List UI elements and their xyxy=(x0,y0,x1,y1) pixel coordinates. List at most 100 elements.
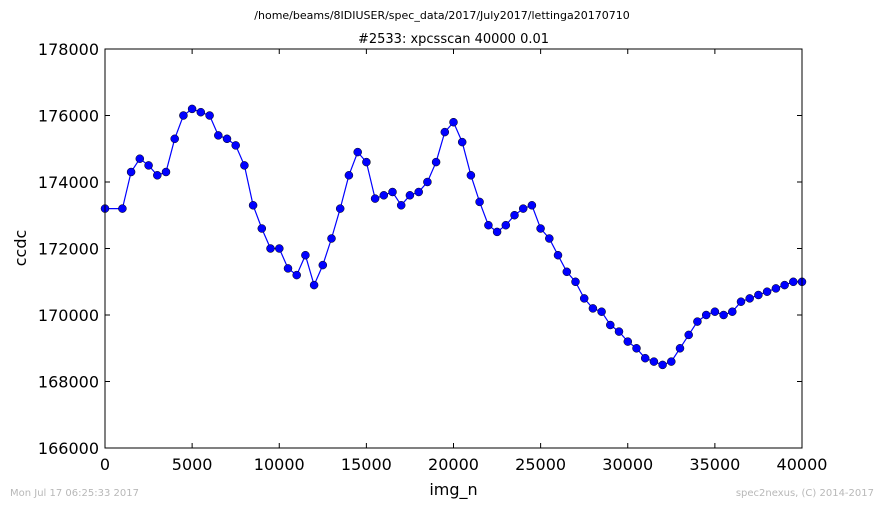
data-point xyxy=(606,320,615,330)
data-point xyxy=(118,204,127,213)
data-point xyxy=(457,137,467,147)
data-point xyxy=(693,317,702,326)
data-point xyxy=(475,197,484,207)
data-point xyxy=(571,277,580,287)
plot-frame xyxy=(104,48,803,449)
x-tick-label: 30000 xyxy=(602,455,653,474)
y-axis-label: ccdc xyxy=(11,230,30,267)
data-point xyxy=(266,244,275,253)
x-axis-label: img_n xyxy=(429,480,477,500)
data-point xyxy=(414,187,423,197)
data-point xyxy=(396,201,406,210)
data-point xyxy=(762,287,772,296)
data-point xyxy=(754,290,763,300)
data-point xyxy=(623,337,633,346)
data-point xyxy=(736,297,746,306)
data-point xyxy=(335,204,345,213)
data-point xyxy=(344,171,354,180)
data-point xyxy=(492,227,502,237)
data-point xyxy=(405,191,415,200)
data-point xyxy=(318,260,328,270)
x-tick-label: 40000 xyxy=(777,455,828,474)
data-point xyxy=(126,167,136,177)
x-tick-label: 15000 xyxy=(341,455,392,474)
figure-suptitle: /home/beams/8IDIUSER/spec_data/2017/July… xyxy=(254,9,630,22)
data-point xyxy=(501,220,511,230)
chart-title: #2533: xpcsscan 40000 0.01 xyxy=(358,32,549,47)
data-point xyxy=(327,234,336,243)
x-tick-label: 10000 xyxy=(254,455,305,474)
data-point xyxy=(257,224,267,233)
data-point xyxy=(545,234,554,243)
data-point xyxy=(579,294,589,303)
data-point xyxy=(423,177,432,187)
y-tick-label: 176000 xyxy=(38,107,99,126)
footer-timestamp: Mon Jul 17 06:25:33 2017 xyxy=(10,488,139,499)
data-point xyxy=(379,191,389,200)
data-point xyxy=(440,127,450,137)
data-point xyxy=(153,171,162,180)
data-point xyxy=(135,154,145,163)
series-line xyxy=(105,108,802,366)
y-tick-label: 172000 xyxy=(38,240,99,259)
data-point xyxy=(719,310,728,320)
data-point xyxy=(222,134,232,144)
data-point xyxy=(370,194,380,203)
y-tick-label: 168000 xyxy=(38,373,99,392)
data-point xyxy=(658,360,667,370)
x-tick-label: 20000 xyxy=(428,455,479,474)
data-point xyxy=(527,201,537,210)
data-point xyxy=(728,307,737,316)
data-point xyxy=(675,344,685,353)
data-point xyxy=(667,357,676,366)
data-point xyxy=(701,310,711,320)
x-tick-label: 25000 xyxy=(515,455,566,474)
y-tick-label: 166000 xyxy=(38,439,99,458)
data-point xyxy=(771,284,781,293)
data-point xyxy=(466,171,476,180)
data-point xyxy=(187,104,197,114)
data-point xyxy=(632,344,641,353)
data-point xyxy=(309,280,319,290)
x-tick-label: 35000 xyxy=(689,455,740,474)
data-point xyxy=(649,357,659,366)
y-tick-label: 178000 xyxy=(38,40,99,59)
data-point xyxy=(283,264,293,273)
data-point xyxy=(240,161,249,170)
data-point xyxy=(144,161,153,170)
data-point xyxy=(388,187,397,197)
data-point xyxy=(640,353,650,363)
data-point xyxy=(275,244,284,253)
data-point xyxy=(510,210,519,220)
data-point xyxy=(789,277,798,287)
data-point xyxy=(196,107,206,117)
data-point xyxy=(484,220,493,230)
data-point xyxy=(214,131,223,140)
data-point xyxy=(170,134,179,144)
data-point xyxy=(362,157,371,167)
footer-credit: spec2nexus, (C) 2014-2017 xyxy=(735,488,874,499)
data-point xyxy=(353,147,362,157)
data-point xyxy=(553,250,563,260)
y-tick-label: 170000 xyxy=(38,306,99,325)
data-point xyxy=(710,307,720,316)
data-point xyxy=(518,204,528,213)
x-tick-label: 5000 xyxy=(172,455,213,474)
data-point xyxy=(745,294,754,303)
data-point xyxy=(161,167,171,177)
data-point xyxy=(431,157,441,167)
data-point xyxy=(449,117,458,127)
data-point xyxy=(562,267,572,277)
data-point xyxy=(301,250,310,260)
data-point xyxy=(536,224,545,233)
data-point xyxy=(205,111,214,120)
data-point xyxy=(292,270,301,280)
data-point xyxy=(597,307,606,316)
data-point xyxy=(231,141,240,150)
data-point xyxy=(684,330,693,340)
data-point xyxy=(780,280,789,290)
data-point xyxy=(248,201,258,210)
data-point xyxy=(588,304,598,313)
data-point xyxy=(179,111,188,120)
